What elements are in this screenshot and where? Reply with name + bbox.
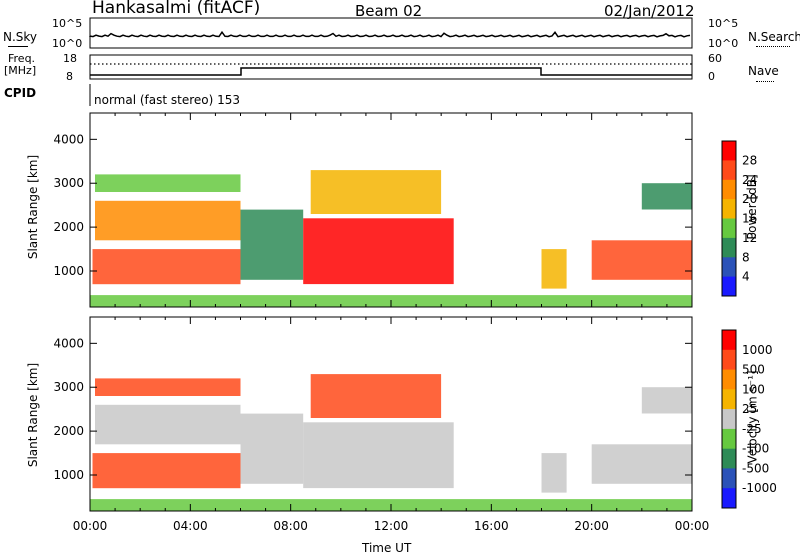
power-scatter-region-5 bbox=[310, 170, 442, 214]
ytick-label: 2000 bbox=[53, 220, 84, 234]
colorbar-swatch bbox=[722, 448, 736, 469]
noise-search-legend-line bbox=[756, 46, 790, 47]
noise-search-label: N.Search bbox=[748, 30, 800, 44]
colorbar-tick-label: 500 bbox=[742, 363, 765, 377]
noise-sky-label: N.Sky bbox=[3, 30, 38, 44]
xtick-label: 04:00 bbox=[173, 519, 208, 533]
velocity-scatter-region-4 bbox=[303, 422, 454, 489]
colorbar-frame bbox=[721, 140, 737, 297]
nave-label: Nave bbox=[748, 64, 779, 78]
freq-tick-top: 18 bbox=[63, 52, 77, 65]
colorbar-tick-label: 12 bbox=[742, 231, 757, 245]
colorbar-tick-label: -100 bbox=[742, 442, 769, 456]
freq-label-line1: Freq. bbox=[8, 52, 36, 65]
freq-tick-bottom: 8 bbox=[66, 70, 73, 83]
colorbar-swatch bbox=[722, 428, 736, 450]
colorbar-swatch bbox=[722, 330, 736, 351]
velocity-scatter-region-2 bbox=[95, 378, 241, 396]
velocity-scatter-region-8 bbox=[641, 387, 692, 414]
colorbar-swatch bbox=[722, 389, 736, 410]
ytick-label: 1000 bbox=[53, 264, 84, 278]
colorbar-tick-label: 16 bbox=[742, 212, 757, 226]
power-scatter-region-7 bbox=[591, 240, 692, 280]
nave-tick-bottom: 0 bbox=[708, 70, 715, 83]
cpid-text: normal (fast stereo) 153 bbox=[94, 93, 241, 107]
colorbar-tick-label: -1000 bbox=[742, 481, 777, 495]
ytick-label: 2000 bbox=[53, 424, 84, 438]
colorbar-tick-label: 4 bbox=[742, 270, 750, 284]
colorbar-swatch bbox=[722, 276, 736, 297]
xtick-label: 00:00 bbox=[73, 519, 108, 533]
power-scatter-region-3 bbox=[240, 209, 304, 280]
noise-right-tick-top: 10^5 bbox=[708, 17, 739, 30]
ytick-label: 3000 bbox=[53, 176, 84, 190]
power-scatter-region-6 bbox=[541, 249, 567, 289]
colorbar-tick-label: 28 bbox=[742, 153, 757, 167]
freq-label-line2: [MHz] bbox=[4, 64, 37, 77]
ytick-label: 1000 bbox=[53, 468, 84, 482]
xtick-label: 08:00 bbox=[273, 519, 308, 533]
nave-tick-top: 60 bbox=[708, 52, 722, 65]
freq-panel-frame bbox=[89, 54, 693, 80]
power-scatter-region-1 bbox=[95, 200, 241, 241]
colorbar-tick-label: -500 bbox=[742, 461, 769, 475]
noise-panel-frame bbox=[89, 17, 693, 49]
colorbar-tick-label: 25 bbox=[742, 402, 757, 416]
noise-sky-legend-line bbox=[8, 46, 28, 47]
ytick-label: 4000 bbox=[53, 132, 84, 146]
frequency-trace bbox=[90, 67, 692, 76]
colorbar-tick-label: -25 bbox=[742, 422, 762, 436]
colorbar-tick-label: 100 bbox=[742, 382, 765, 396]
noise-left-tick-bottom: 10^0 bbox=[52, 37, 83, 50]
colorbar-swatch bbox=[722, 199, 736, 219]
ytick-label: 3000 bbox=[53, 380, 84, 394]
colorbar-swatch bbox=[722, 488, 736, 509]
noise-sky-trace bbox=[89, 30, 691, 38]
station-title: Hankasalmi (fitACF) bbox=[92, 0, 261, 18]
colorbar-tick-label: 20 bbox=[742, 192, 757, 206]
power-scatter-region-8 bbox=[641, 183, 692, 210]
xtick-label: 16:00 bbox=[474, 519, 509, 533]
velocity-scatter-region-0 bbox=[92, 453, 241, 489]
colorbar-swatch bbox=[722, 257, 736, 278]
cpid-label: CPID bbox=[4, 86, 37, 100]
xtick-label: 00:00 bbox=[675, 519, 710, 533]
time-xlabel: Time UT bbox=[362, 541, 412, 555]
colorbar-swatch bbox=[722, 141, 736, 161]
colorbar-swatch bbox=[722, 160, 736, 181]
beam-label: Beam 02 bbox=[355, 2, 423, 20]
xtick-label: 20:00 bbox=[574, 519, 609, 533]
power-scatter-region-0 bbox=[92, 249, 241, 285]
power-scatter-region-4 bbox=[303, 218, 454, 285]
colorbar-swatch bbox=[722, 409, 736, 430]
xtick-label: 12:00 bbox=[374, 519, 409, 533]
colorbar-tick-label: 24 bbox=[742, 173, 757, 187]
colorbar-swatch bbox=[722, 218, 736, 239]
ytick-label: 4000 bbox=[53, 336, 84, 350]
colorbar-swatch bbox=[722, 237, 736, 258]
colorbar-swatch bbox=[722, 468, 736, 489]
colorbar-swatch bbox=[722, 179, 736, 200]
nave-legend-line bbox=[756, 81, 774, 82]
velocity-scatter-region-3 bbox=[240, 413, 304, 484]
velocity-scatter-region-6 bbox=[541, 453, 567, 493]
colorbar-tick-label: 1000 bbox=[742, 343, 773, 357]
colorbar-tick-label: 8 bbox=[742, 250, 750, 264]
velocity-scatter-region-5 bbox=[310, 374, 442, 418]
noise-left-tick-top: 10^5 bbox=[52, 17, 83, 30]
colorbar-swatch bbox=[722, 349, 736, 371]
date-label: 02/Jan/2012 bbox=[604, 2, 695, 20]
noise-right-tick-bottom: 10^0 bbox=[708, 37, 739, 50]
colorbar-swatch bbox=[722, 369, 736, 390]
power-scatter-region-2 bbox=[95, 174, 241, 192]
velocity-scatter-region-1 bbox=[95, 404, 241, 445]
velocity-scatter-region-7 bbox=[591, 444, 692, 484]
colorbar-frame bbox=[721, 329, 737, 509]
